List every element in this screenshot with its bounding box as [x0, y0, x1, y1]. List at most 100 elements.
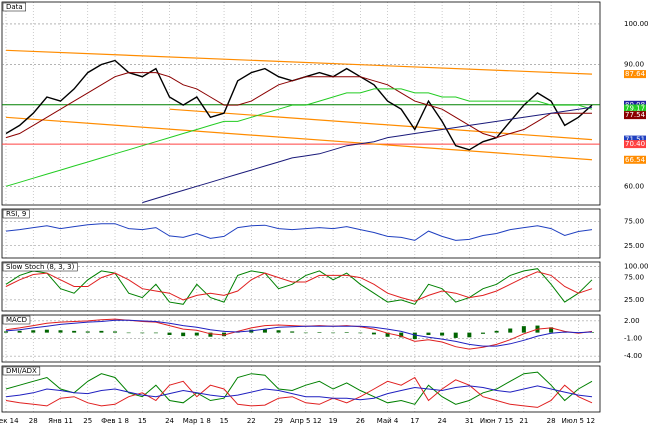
histogram-bar: [126, 332, 131, 334]
histogram-bar: [262, 329, 267, 333]
y-tick-label: -1.00: [624, 335, 642, 343]
series-line: [5, 318, 593, 350]
histogram-bar: [549, 327, 554, 333]
series-line: [5, 223, 593, 241]
price-label: 66.54: [625, 156, 646, 164]
histogram-bar: [31, 330, 36, 333]
panel-title-box: [2, 209, 30, 219]
histogram-bar: [399, 332, 404, 338]
price-label: 71.51: [625, 136, 645, 144]
histogram-bar: [153, 332, 158, 334]
x-tick-label: Дек 14: [0, 417, 19, 425]
panel-title: Data: [6, 3, 23, 11]
trend-line: [5, 116, 593, 161]
trend-line: [169, 108, 593, 141]
y-tick-label: 100.00: [624, 262, 649, 270]
y-tick-label: 60.00: [624, 182, 644, 190]
series-line: [5, 376, 593, 408]
panel-title-box: [2, 2, 26, 12]
histogram-bar: [4, 331, 8, 333]
x-tick-label: 28: [29, 417, 38, 425]
price-label-box: [624, 140, 646, 149]
panel: [1, 208, 601, 259]
trend-line: [5, 49, 593, 75]
y-tick-label: 75.00: [624, 274, 644, 282]
histogram-bar: [494, 330, 499, 333]
histogram-bar: [208, 332, 213, 337]
panel-title: MACD: [6, 316, 27, 324]
y-tick-label: 100.00: [624, 20, 649, 28]
histogram-bar: [344, 332, 349, 333]
price-label-box: [624, 111, 646, 120]
price-label: 70.40: [625, 140, 645, 148]
x-tick-label: 26: [356, 417, 365, 425]
x-tick-label: 29: [274, 417, 283, 425]
x-tick-label: Апр 5 12: [290, 417, 322, 425]
x-tick-label: 24: [165, 417, 174, 425]
price-label: 77.54: [625, 111, 646, 119]
x-tick-label: 31: [465, 417, 474, 425]
x-tick-label: 15: [220, 417, 229, 425]
x-tick-label: Фев 1 8: [101, 417, 129, 425]
histogram-bar: [99, 330, 104, 333]
panel-title: DMI/ADX: [6, 367, 37, 375]
y-tick-label: 2.00: [624, 317, 640, 325]
panel-title: RSI, 9: [6, 210, 26, 218]
histogram-bar: [412, 332, 417, 340]
histogram-bar: [331, 332, 336, 334]
histogram-bar: [167, 332, 172, 335]
histogram-bar: [85, 331, 90, 333]
histogram-bar: [17, 330, 22, 333]
histogram-bar: [521, 326, 526, 333]
price-label-box: [624, 155, 646, 164]
y-tick-label: 25.00: [624, 242, 644, 250]
x-tick-label: 24: [438, 417, 447, 425]
histogram-bar: [371, 332, 376, 335]
y-tick-label: -4.00: [624, 352, 642, 360]
histogram-bar: [72, 330, 77, 333]
series-line: [5, 385, 593, 401]
histogram-bar: [440, 332, 445, 336]
histogram-bar: [480, 332, 485, 334]
price-label: 87.64: [625, 70, 646, 78]
histogram-bar: [58, 330, 63, 333]
histogram-bar: [44, 329, 49, 333]
y-tick-label: 75.00: [624, 217, 644, 225]
price-label-box: [624, 70, 646, 79]
series-line: [142, 106, 593, 204]
histogram-bar: [222, 332, 227, 337]
panel-title: Slow Stoch (8, 3, 3): [6, 263, 75, 271]
panel-title-box: [2, 315, 31, 325]
histogram-bar: [276, 330, 281, 333]
panel: [1, 261, 601, 312]
histogram-bar: [358, 332, 363, 334]
histogram-bar: [303, 332, 308, 334]
price-label-box: [624, 104, 646, 113]
histogram-bar: [467, 332, 472, 338]
x-tick-label: Мар 1 8: [183, 417, 211, 425]
x-tick-label: 25: [83, 417, 92, 425]
x-tick-label: 28: [547, 417, 556, 425]
series-line: [5, 72, 592, 139]
panel-title-box: [2, 262, 78, 272]
histogram-bar: [426, 332, 431, 335]
x-tick-label: 15: [138, 417, 147, 425]
series-line: [5, 271, 593, 302]
x-tick-label: 19: [329, 417, 338, 425]
series-line: [5, 319, 593, 347]
y-tick-label: 25.00: [624, 296, 644, 304]
panel: [1, 365, 601, 413]
price-label: 79.17: [625, 104, 645, 112]
panel: [1, 1, 601, 206]
panel-title-box: [2, 366, 41, 376]
x-tick-label: 21: [519, 417, 528, 425]
x-tick-label: 22: [247, 417, 256, 425]
histogram-bar: [194, 332, 199, 336]
series-line: [5, 268, 593, 305]
histogram-bar: [453, 332, 458, 338]
x-tick-label: Июл 5 12: [562, 417, 595, 425]
histogram-bar: [508, 328, 513, 333]
series-line: [5, 88, 593, 187]
